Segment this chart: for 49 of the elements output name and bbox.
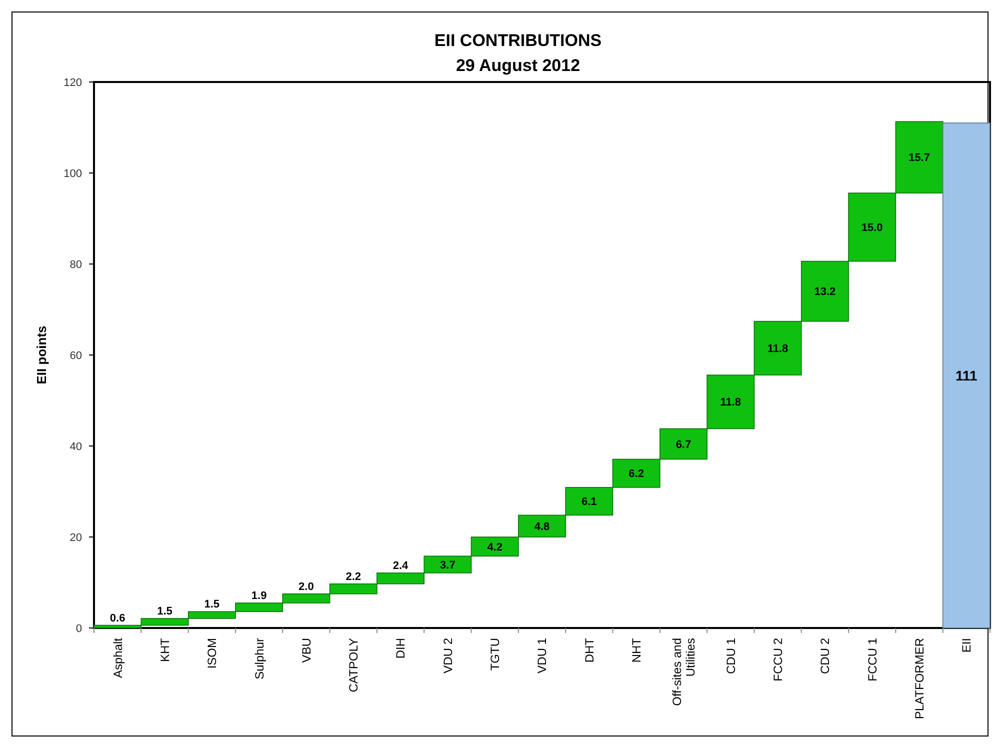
x-tick-label: TGTU — [488, 638, 502, 671]
data-label: 1.5 — [157, 605, 172, 618]
chart-subtitle: 29 August 2012 — [456, 56, 580, 75]
data-label: 11.8 — [720, 396, 742, 409]
data-label: 111 — [956, 367, 978, 384]
data-label: 6.2 — [628, 468, 644, 480]
data-label: 4.2 — [487, 541, 502, 554]
y-tick-label: 0 — [76, 622, 82, 635]
x-tick-label: VDU 1 — [535, 638, 550, 674]
x-tick-label: EII — [960, 638, 974, 653]
y-tick-label: 100 — [64, 168, 82, 180]
x-tick-label: DHT — [582, 637, 596, 663]
x-tick-label: CDU 2 — [818, 638, 832, 674]
y-tick-label: 20 — [70, 532, 82, 544]
x-tick-label: ISOM — [205, 638, 220, 669]
data-label: 6.1 — [582, 496, 597, 508]
data-label: 13.2 — [814, 286, 836, 298]
x-tick-label: DIH — [394, 638, 408, 659]
data-label: 11.8 — [767, 343, 788, 356]
x-tick-label: CDU 1 — [724, 638, 738, 674]
data-label: 2.0 — [298, 580, 314, 593]
data-label: 2.4 — [392, 560, 410, 572]
y-tick-label: 120 — [64, 76, 82, 89]
x-tick-label: CATPOLY — [346, 638, 361, 692]
data-label: 3.7 — [440, 559, 456, 572]
bar — [942, 122, 990, 628]
y-tick-label: 80 — [70, 258, 82, 271]
data-label: 4.8 — [534, 520, 550, 533]
data-label: 1.5 — [204, 598, 220, 611]
x-tick-label: PLATFORMER — [912, 638, 926, 720]
y-axis-title: EII points — [34, 326, 49, 384]
x-tick-label: VBU — [299, 638, 314, 663]
data-label: 1.9 — [251, 590, 267, 602]
x-tick-label: NHT — [630, 637, 644, 663]
x-tick-label: Sulphur — [252, 638, 266, 680]
y-tick-label: 60 — [70, 350, 82, 362]
data-label: 0.6 — [110, 612, 126, 624]
x-tick-label: Off-sites and Utilities — [670, 638, 698, 706]
data-label: 15.0 — [861, 222, 883, 234]
data-label: 2.2 — [346, 570, 362, 583]
data-label: 15.7 — [908, 152, 930, 164]
x-tick-label: FCCU 2 — [770, 638, 785, 682]
x-tick-label: FCCU 1 — [865, 638, 880, 682]
y-tick-label: 40 — [70, 440, 82, 453]
data-label: 6.7 — [676, 438, 692, 451]
x-tick-label: Asphalt — [110, 637, 125, 678]
chart-title: EII CONTRIBUTIONS — [434, 31, 602, 50]
x-tick-label: KHT — [158, 637, 172, 662]
x-tick-label: VDU 2 — [440, 638, 455, 674]
